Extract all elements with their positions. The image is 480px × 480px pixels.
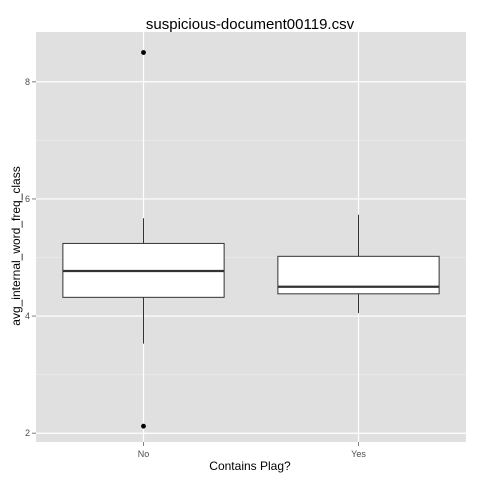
x-axis-ticks: No Yes <box>138 442 366 459</box>
x-tick-label: Yes <box>351 449 366 459</box>
y-tick-label: 8 <box>25 77 30 87</box>
box-iqr <box>277 255 440 295</box>
y-axis-title: avg_internal_word_freq_class <box>9 166 23 325</box>
boxplot-no <box>62 50 225 429</box>
boxplot-yes <box>277 214 440 314</box>
y-tick-label: 6 <box>25 194 30 204</box>
chart-title: suspicious-document00119.csv <box>146 16 355 33</box>
y-axis-ticks: 2 4 6 8 <box>25 77 36 438</box>
outlier-point <box>141 423 146 429</box>
y-tick-label: 4 <box>25 311 30 321</box>
x-axis-title: Contains Plag? <box>209 459 291 473</box>
plot-panel <box>36 32 466 442</box>
y-tick-label: 2 <box>25 428 30 438</box>
outlier-point <box>141 50 146 55</box>
x-tick-label: No <box>138 449 150 459</box>
boxplots <box>62 50 440 429</box>
